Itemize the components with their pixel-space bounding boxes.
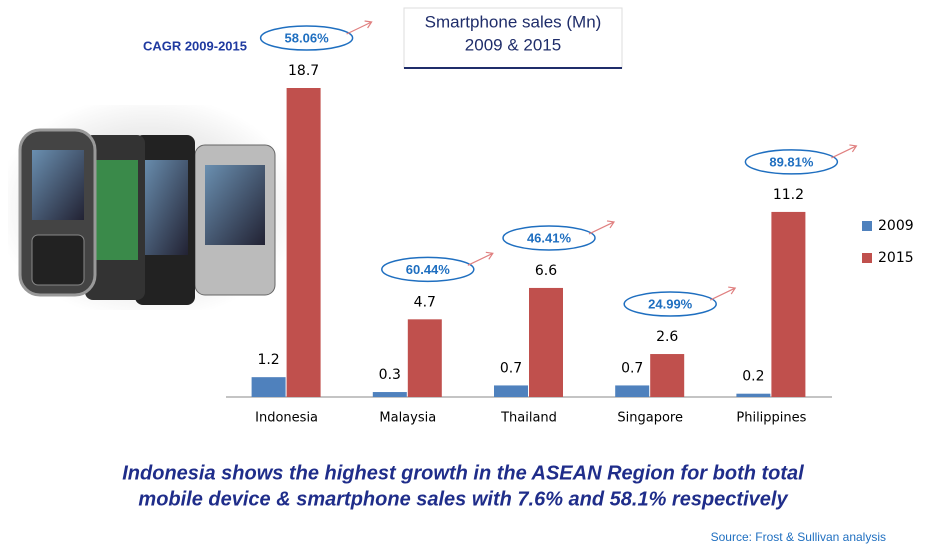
- cagr-label: CAGR 2009-2015: [143, 38, 247, 53]
- cagr-value: 46.41%: [527, 230, 572, 245]
- bar: [407, 319, 442, 397]
- cagr-ellipse: [259, 25, 354, 51]
- chart-subtitle: 2009 & 2015: [465, 35, 561, 54]
- x-tick-label: Singapore: [617, 411, 683, 426]
- title-box: [403, 7, 623, 69]
- bar: [529, 287, 563, 397]
- cagr-arrow: [588, 220, 616, 235]
- bar: [494, 385, 528, 397]
- cagr-ellipse: [623, 291, 717, 317]
- value-label: 11.2: [773, 187, 804, 203]
- source: Source: Frost & Sullivan analysis: [711, 530, 886, 544]
- cagr-value: 60.44%: [406, 262, 451, 277]
- x-tick-label: Indonesia: [255, 411, 318, 426]
- value-label: 0.7: [621, 360, 643, 376]
- bar: [771, 211, 806, 397]
- cagr-ellipse: [381, 256, 475, 283]
- bar: [615, 385, 650, 397]
- bar: [650, 354, 685, 397]
- cagr-arrow: [709, 286, 737, 301]
- value-label: 0.7: [500, 360, 522, 376]
- legend-label: 2015: [878, 250, 914, 266]
- value-label: 2.6: [656, 329, 678, 345]
- legend-swatch: [862, 221, 872, 231]
- x-tick-label: Philippines: [736, 411, 806, 426]
- value-label: 0.2: [742, 369, 764, 385]
- value-label: 18.7: [288, 63, 319, 79]
- legend-label: 2009: [878, 218, 914, 234]
- caption-line: Indonesia shows the highest growth in th…: [122, 462, 804, 484]
- x-tick-label: Malaysia: [379, 411, 436, 426]
- value-label: 0.3: [379, 367, 401, 383]
- bar: [736, 393, 771, 397]
- cagr-arrow: [346, 20, 373, 35]
- value-label: 1.2: [257, 352, 279, 368]
- cagr-value: 58.06%: [285, 30, 330, 45]
- bar: [251, 377, 286, 397]
- cagr-value: 89.81%: [769, 154, 814, 169]
- bar: [372, 392, 407, 397]
- cagr-arrow: [831, 144, 858, 159]
- cagr-ellipse: [744, 149, 839, 175]
- caption-line: mobile device & smartphone sales with 7.…: [138, 488, 788, 510]
- x-tick-label: Thailand: [500, 411, 557, 426]
- value-label: 4.7: [414, 294, 436, 310]
- cagr-value: 24.99%: [648, 296, 693, 311]
- value-label: 6.6: [535, 263, 557, 279]
- phones-picture: [8, 105, 288, 310]
- legend-swatch: [862, 253, 872, 263]
- cagr-arrow: [467, 251, 494, 266]
- bar: [286, 88, 321, 397]
- chart-title: Smartphone sales (Mn): [425, 12, 602, 31]
- cagr-ellipse: [502, 225, 596, 251]
